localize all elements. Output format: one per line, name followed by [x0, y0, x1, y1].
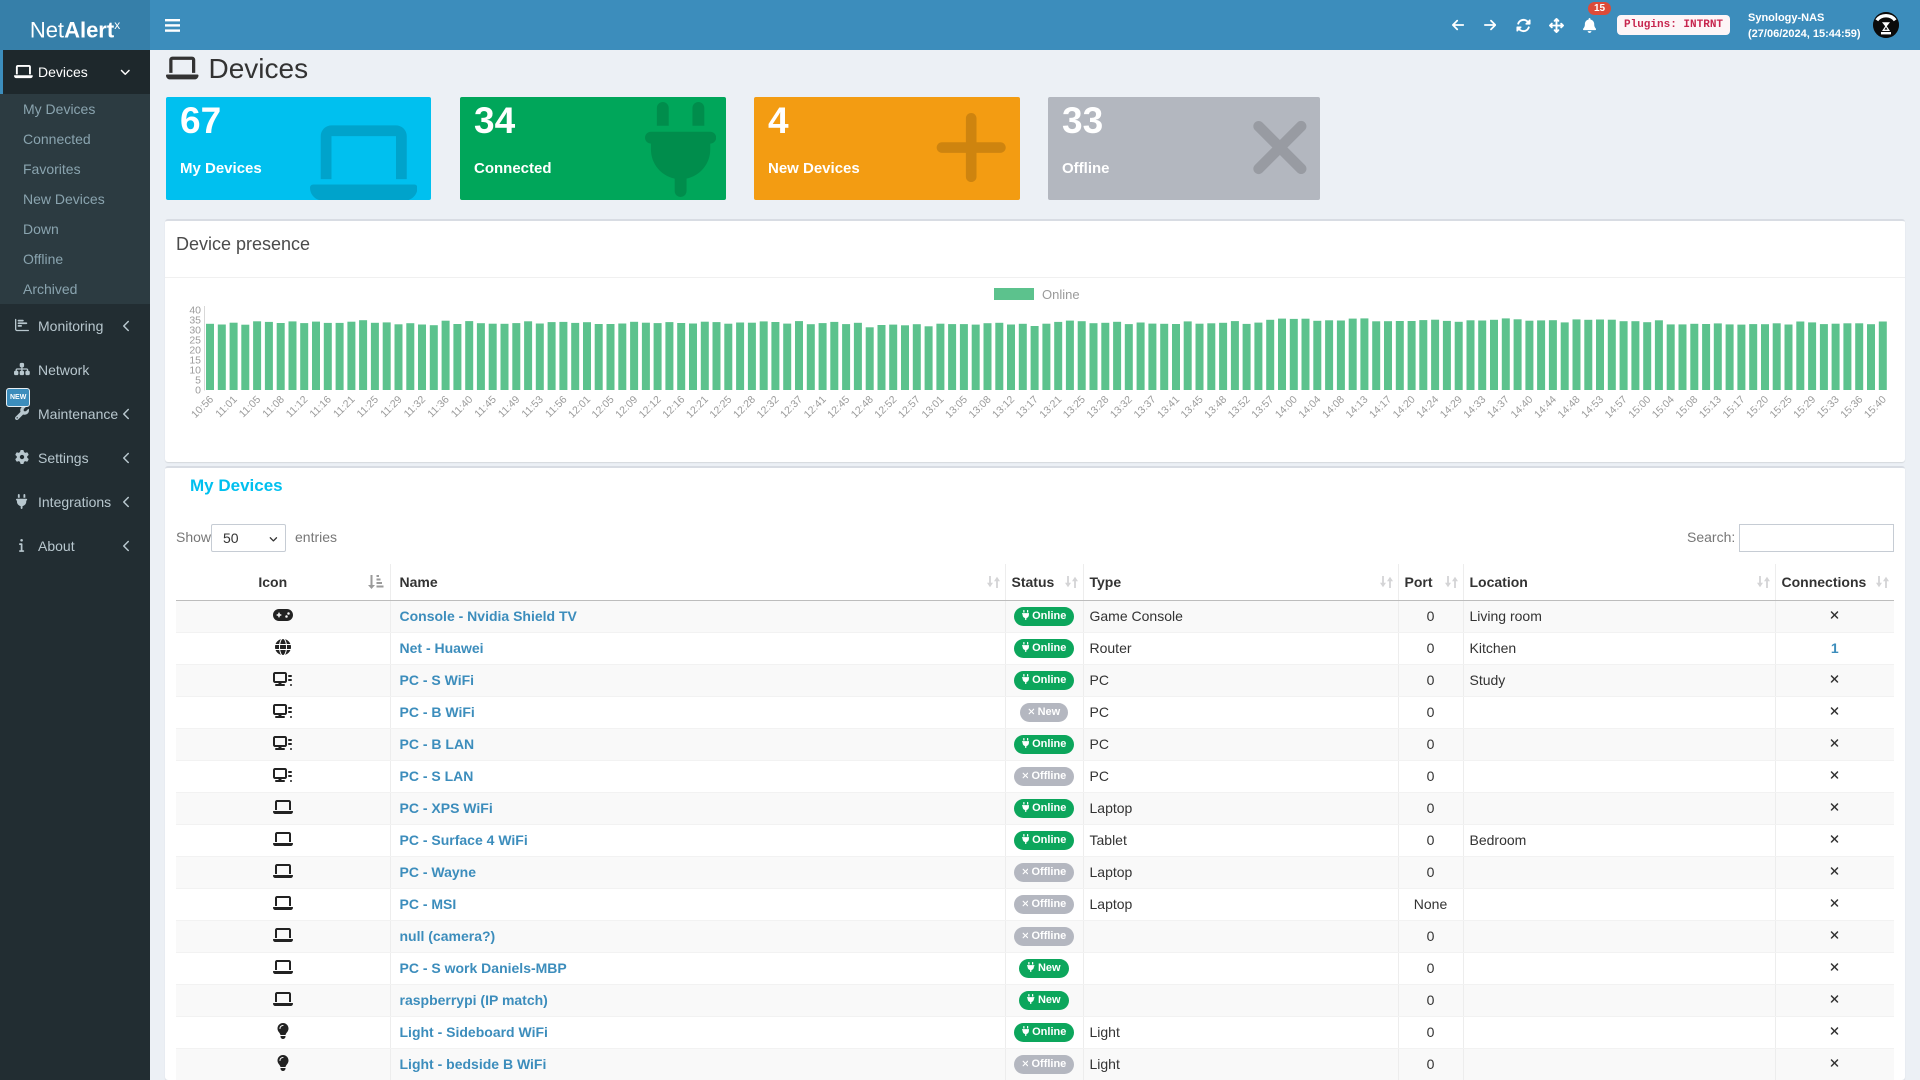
svg-text:0: 0	[195, 385, 201, 397]
svg-text:12:09: 12:09	[613, 394, 640, 421]
svg-text:5: 5	[195, 375, 201, 387]
svg-text:13:21: 13:21	[1037, 394, 1064, 421]
svg-text:12:37: 12:37	[778, 394, 805, 421]
svg-text:13:48: 13:48	[1202, 394, 1229, 421]
svg-text:15:25: 15:25	[1768, 394, 1795, 421]
svg-text:14:08: 14:08	[1320, 394, 1347, 421]
svg-text:15: 15	[189, 355, 201, 367]
svg-text:14:40: 14:40	[1508, 394, 1535, 421]
svg-text:13:57: 13:57	[1249, 394, 1276, 421]
svg-text:14:17: 14:17	[1367, 394, 1394, 421]
svg-text:11:21: 11:21	[331, 394, 358, 421]
svg-text:13:37: 13:37	[1131, 394, 1158, 421]
svg-text:12:41: 12:41	[802, 394, 829, 421]
svg-text:15:17: 15:17	[1720, 394, 1747, 421]
svg-text:11:05: 11:05	[237, 394, 264, 421]
svg-text:13:17: 13:17	[1014, 394, 1041, 421]
svg-text:13:41: 13:41	[1155, 394, 1182, 421]
svg-text:12:25: 12:25	[707, 394, 734, 421]
svg-text:14:57: 14:57	[1603, 394, 1630, 421]
svg-text:25: 25	[189, 335, 201, 347]
svg-text:14:33: 14:33	[1461, 394, 1488, 421]
svg-text:11:12: 11:12	[284, 394, 311, 421]
svg-text:15:13: 15:13	[1697, 394, 1724, 421]
svg-text:12:52: 12:52	[872, 394, 899, 421]
svg-text:35: 35	[189, 315, 201, 327]
svg-text:11:49: 11:49	[496, 394, 523, 421]
svg-text:10:56: 10:56	[189, 394, 216, 421]
svg-text:12:16: 12:16	[660, 394, 687, 421]
svg-text:15:36: 15:36	[1838, 394, 1865, 421]
svg-text:14:44: 14:44	[1532, 394, 1559, 421]
svg-text:15:04: 15:04	[1650, 394, 1677, 421]
svg-text:13:01: 13:01	[919, 394, 946, 421]
svg-text:14:29: 14:29	[1438, 394, 1465, 421]
svg-text:11:16: 11:16	[307, 394, 334, 421]
svg-text:12:01: 12:01	[566, 394, 593, 421]
svg-text:11:01: 11:01	[213, 394, 240, 421]
svg-text:14:13: 14:13	[1343, 394, 1370, 421]
svg-text:Online: Online	[1042, 287, 1080, 302]
svg-text:11:53: 11:53	[519, 394, 546, 421]
svg-text:14:24: 14:24	[1414, 394, 1441, 421]
svg-text:13:52: 13:52	[1226, 394, 1253, 421]
svg-text:15:00: 15:00	[1626, 394, 1653, 421]
svg-text:11:45: 11:45	[472, 394, 499, 421]
svg-text:11:25: 11:25	[355, 394, 382, 421]
svg-text:20: 20	[189, 345, 201, 357]
svg-text:13:08: 13:08	[967, 394, 994, 421]
svg-text:14:04: 14:04	[1296, 394, 1323, 421]
svg-text:13:45: 13:45	[1179, 394, 1206, 421]
svg-text:13:12: 13:12	[990, 394, 1017, 421]
svg-text:13:32: 13:32	[1108, 394, 1135, 421]
svg-text:11:08: 11:08	[260, 394, 287, 421]
svg-text:14:37: 14:37	[1485, 394, 1512, 421]
svg-text:12:21: 12:21	[684, 394, 711, 421]
svg-text:12:45: 12:45	[825, 394, 852, 421]
svg-text:40: 40	[189, 305, 201, 317]
svg-text:13:28: 13:28	[1084, 394, 1111, 421]
svg-text:12:32: 12:32	[754, 394, 781, 421]
svg-text:12:28: 12:28	[731, 394, 758, 421]
svg-text:14:53: 14:53	[1579, 394, 1606, 421]
svg-text:30: 30	[189, 325, 201, 337]
svg-text:12:05: 12:05	[590, 394, 617, 421]
svg-text:14:48: 14:48	[1556, 394, 1583, 421]
svg-text:10: 10	[189, 365, 201, 377]
svg-text:15:20: 15:20	[1744, 394, 1771, 421]
svg-text:12:48: 12:48	[849, 394, 876, 421]
svg-text:11:29: 11:29	[378, 394, 405, 421]
svg-text:14:20: 14:20	[1391, 394, 1418, 421]
svg-text:12:12: 12:12	[637, 394, 664, 421]
svg-text:15:29: 15:29	[1791, 394, 1818, 421]
svg-text:11:32: 11:32	[402, 394, 429, 421]
svg-text:15:33: 15:33	[1815, 394, 1842, 421]
svg-text:13:05: 13:05	[943, 394, 970, 421]
svg-text:11:36: 11:36	[425, 394, 452, 421]
svg-text:13:25: 13:25	[1061, 394, 1088, 421]
svg-text:15:40: 15:40	[1862, 394, 1889, 421]
svg-text:15:08: 15:08	[1673, 394, 1700, 421]
svg-text:14:00: 14:00	[1273, 394, 1300, 421]
svg-text:11:56: 11:56	[543, 394, 570, 421]
svg-text:11:40: 11:40	[449, 394, 476, 421]
svg-text:12:57: 12:57	[896, 394, 923, 421]
